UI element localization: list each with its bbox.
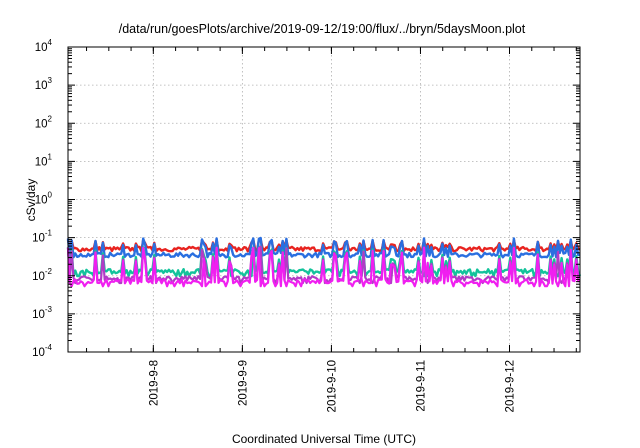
y-tick-label: 103 <box>35 76 53 92</box>
x-tick-label: 2019-9-10 <box>326 360 338 412</box>
y-tick-label: 10-1 <box>32 229 52 245</box>
y-axis: 10-4 10-3 10-2 10-1 100 101 102 103 104 <box>32 38 580 359</box>
y-tick-label: 10-4 <box>32 343 52 359</box>
series-line <box>66 246 581 288</box>
series-line <box>66 236 580 259</box>
series-group <box>66 236 582 288</box>
x-axis-label: Coordinated Universal Time (UTC) <box>232 432 416 446</box>
x-axis: 2019-9-8 2019-9-9 2019-9-10 2019-9-11 2019-9… <box>86 47 577 412</box>
y-tick-label: 104 <box>35 38 53 54</box>
y-tick-label: 101 <box>35 152 53 168</box>
grid <box>68 46 580 353</box>
x-tick-label: 2019-9-12 <box>505 360 517 412</box>
x-tick-label: 2019-9-11 <box>415 360 427 412</box>
x-tick-label: 2019-9-8 <box>148 360 160 406</box>
y-tick-label: 10-3 <box>32 305 52 321</box>
x-tick-label: 2019-9-9 <box>237 360 249 406</box>
y-tick-label: 10-2 <box>32 267 52 283</box>
y-axis-label: cSv/day <box>24 179 38 222</box>
plot-area: 10-4 10-3 10-2 10-1 100 101 102 103 104 2019-9-8… <box>32 38 582 412</box>
y-tick-label: 102 <box>35 114 53 130</box>
y-tick-label: 100 <box>35 191 53 207</box>
chart-title: /data/run/goesPlots/archive/2019-09-12/1… <box>119 22 526 36</box>
